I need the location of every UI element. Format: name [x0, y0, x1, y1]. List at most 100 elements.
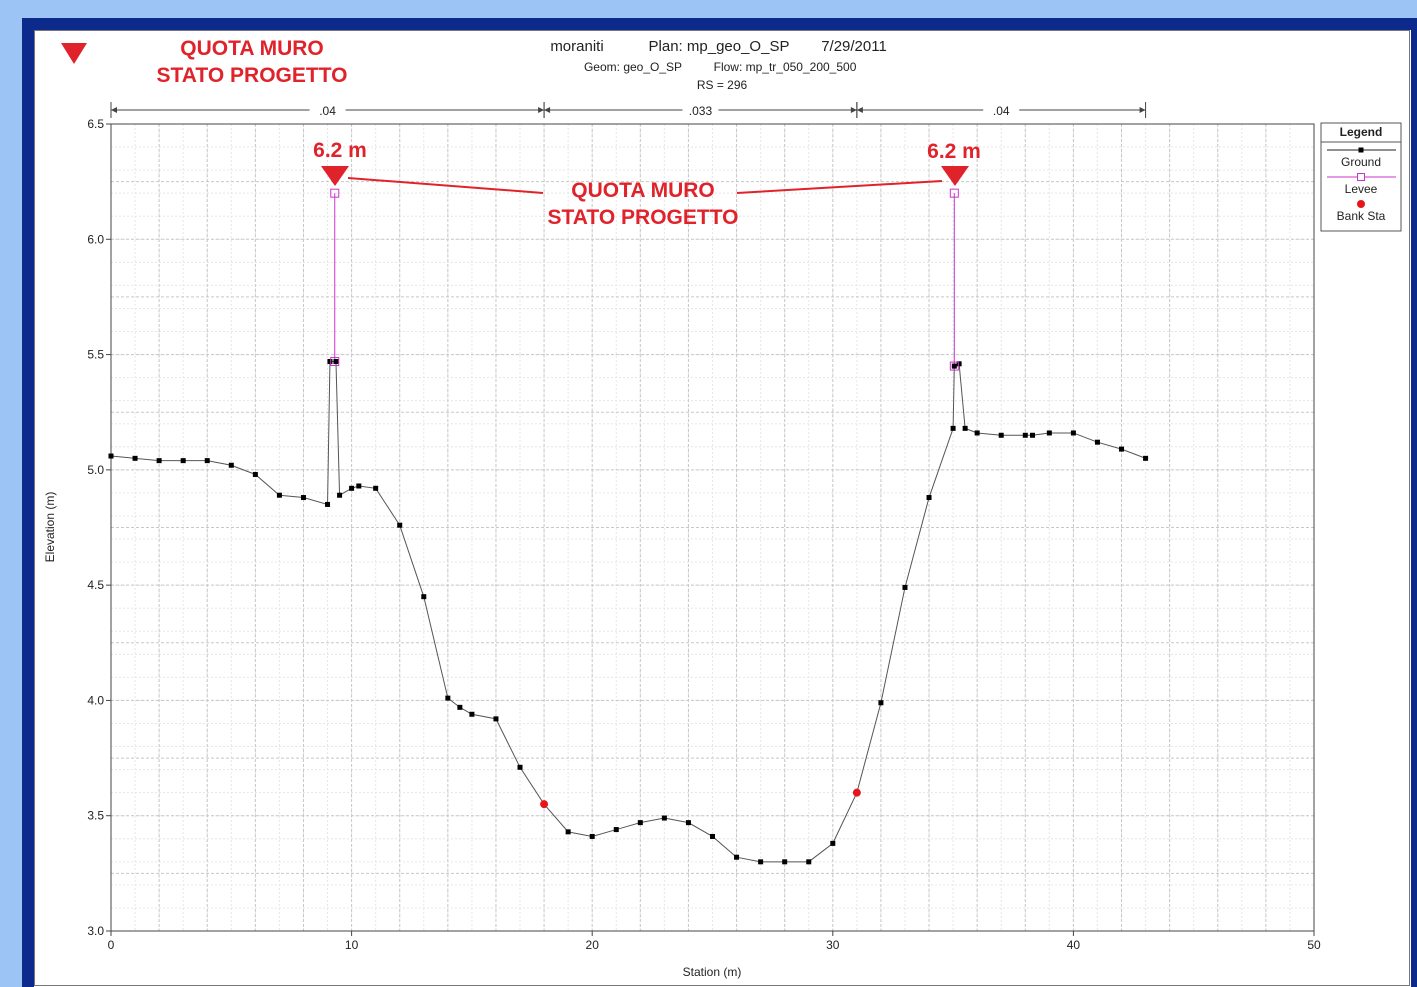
y-tick-label: 3.0: [87, 924, 104, 938]
manning-arrow-right: [1139, 107, 1146, 113]
manning-n-label: .04: [993, 104, 1010, 118]
x-tick-label: 0: [108, 938, 115, 952]
ground-point: [469, 711, 475, 717]
legend: Legend Ground Levee Bank Sta: [1320, 122, 1402, 232]
ground-point: [565, 829, 571, 835]
ground-point: [951, 363, 957, 369]
levee-point: [949, 361, 959, 371]
legend-bank-sta-marker: [1357, 200, 1365, 208]
manning-arrow-right: [850, 107, 857, 113]
header-date: 7/29/2011: [821, 38, 887, 55]
ground-point: [661, 815, 667, 821]
ground-point: [356, 483, 362, 489]
manning-arrow-left: [856, 107, 863, 113]
x-tick-label: 30: [826, 938, 840, 952]
header-flow: Flow: mp_tr_050_200_500: [714, 60, 857, 74]
ground-point: [180, 458, 186, 464]
ground-point: [950, 425, 956, 431]
ground-point: [956, 361, 962, 367]
ground-point: [1143, 455, 1149, 461]
ground-point: [589, 833, 595, 839]
header-plan: Plan: mp_geo_O_SP: [649, 38, 790, 55]
ground-point: [878, 700, 884, 706]
ground-point: [300, 495, 306, 501]
ground-point: [1070, 430, 1076, 436]
ground-point: [1094, 439, 1100, 445]
annotation-leader-left: [347, 177, 544, 194]
manning-n-label: .04: [319, 104, 336, 118]
ground-point: [333, 358, 339, 364]
ground-point: [349, 485, 355, 491]
annotation-left-height-label: 6.2 m: [313, 139, 367, 162]
ground-point: [156, 458, 162, 464]
ground-point: [1119, 446, 1125, 452]
ground-point: [830, 840, 836, 846]
ground-point: [252, 471, 258, 477]
manning-n-label: .033: [689, 104, 713, 118]
ground-point: [613, 827, 619, 833]
ground-point: [962, 425, 968, 431]
x-tick-label: 40: [1067, 938, 1081, 952]
legend-item-levee: Levee: [1345, 182, 1378, 196]
x-axis-label: Station (m): [683, 965, 742, 979]
legend-levee-marker: [1357, 173, 1365, 181]
x-tick-label: 20: [586, 938, 600, 952]
right-wall-triangle-icon: [941, 166, 969, 186]
ground-point: [685, 820, 691, 826]
ground-point: [806, 859, 812, 865]
legend-title: Legend: [1340, 125, 1383, 139]
ground-point: [108, 453, 114, 459]
levee-point: [330, 188, 340, 198]
ground-point: [373, 485, 379, 491]
header-project: moraniti: [550, 38, 603, 55]
bank-station-point: [852, 788, 861, 797]
annotation-top-left-line1: QUOTA MURO: [180, 37, 323, 60]
annotation-leader-right: [736, 180, 943, 194]
ground-point: [276, 492, 282, 498]
ground-point: [445, 695, 451, 701]
y-tick-label: 6.0: [87, 232, 104, 246]
ground-point: [1046, 430, 1052, 436]
ground-series-line: [110, 360, 1146, 863]
legend-item-ground: Ground: [1341, 155, 1381, 169]
header-rs: RS = 296: [697, 78, 748, 92]
ground-point: [998, 432, 1004, 438]
ground-point: [327, 358, 333, 364]
y-tick-label: 3.5: [87, 809, 104, 823]
y-tick-label: 4.5: [87, 578, 104, 592]
ground-point: [132, 455, 138, 461]
ground-point: [758, 859, 764, 865]
header-geom: Geom: geo_O_SP: [584, 60, 682, 74]
ground-point: [710, 833, 715, 839]
legend-item-bank-sta: Bank Sta: [1337, 209, 1386, 223]
levee-point: [330, 356, 340, 366]
ground-point: [325, 501, 331, 507]
ground-point: [204, 458, 210, 464]
left-wall-triangle-icon: [321, 166, 349, 186]
x-tick-label: 10: [345, 938, 359, 952]
annotation-right-height-label: 6.2 m: [927, 140, 981, 163]
annotation-center-line1: QUOTA MURO: [571, 179, 714, 202]
ground-point: [637, 820, 643, 826]
ground-point: [974, 430, 980, 436]
legend-ground-marker: [1358, 147, 1364, 153]
annotation-center-line2: STATO PROGETTO: [548, 206, 739, 229]
ground-point: [517, 764, 523, 770]
water-level-triangle-icon: [61, 43, 87, 64]
manning-arrow-right: [538, 107, 545, 113]
ground-point: [397, 522, 403, 528]
plot-frame: [110, 123, 1315, 932]
ground-point: [337, 492, 343, 498]
ground-point: [421, 594, 427, 600]
ground-point: [734, 854, 740, 860]
ground-point: [1022, 432, 1028, 438]
ground-point: [457, 704, 463, 710]
ground-point: [926, 495, 932, 501]
bank-station-point: [540, 800, 549, 809]
x-tick-label: 50: [1307, 938, 1321, 952]
ground-point: [1029, 432, 1035, 438]
levee-point: [949, 188, 959, 198]
ground-point: [228, 462, 234, 468]
manning-arrow-left: [544, 107, 551, 113]
